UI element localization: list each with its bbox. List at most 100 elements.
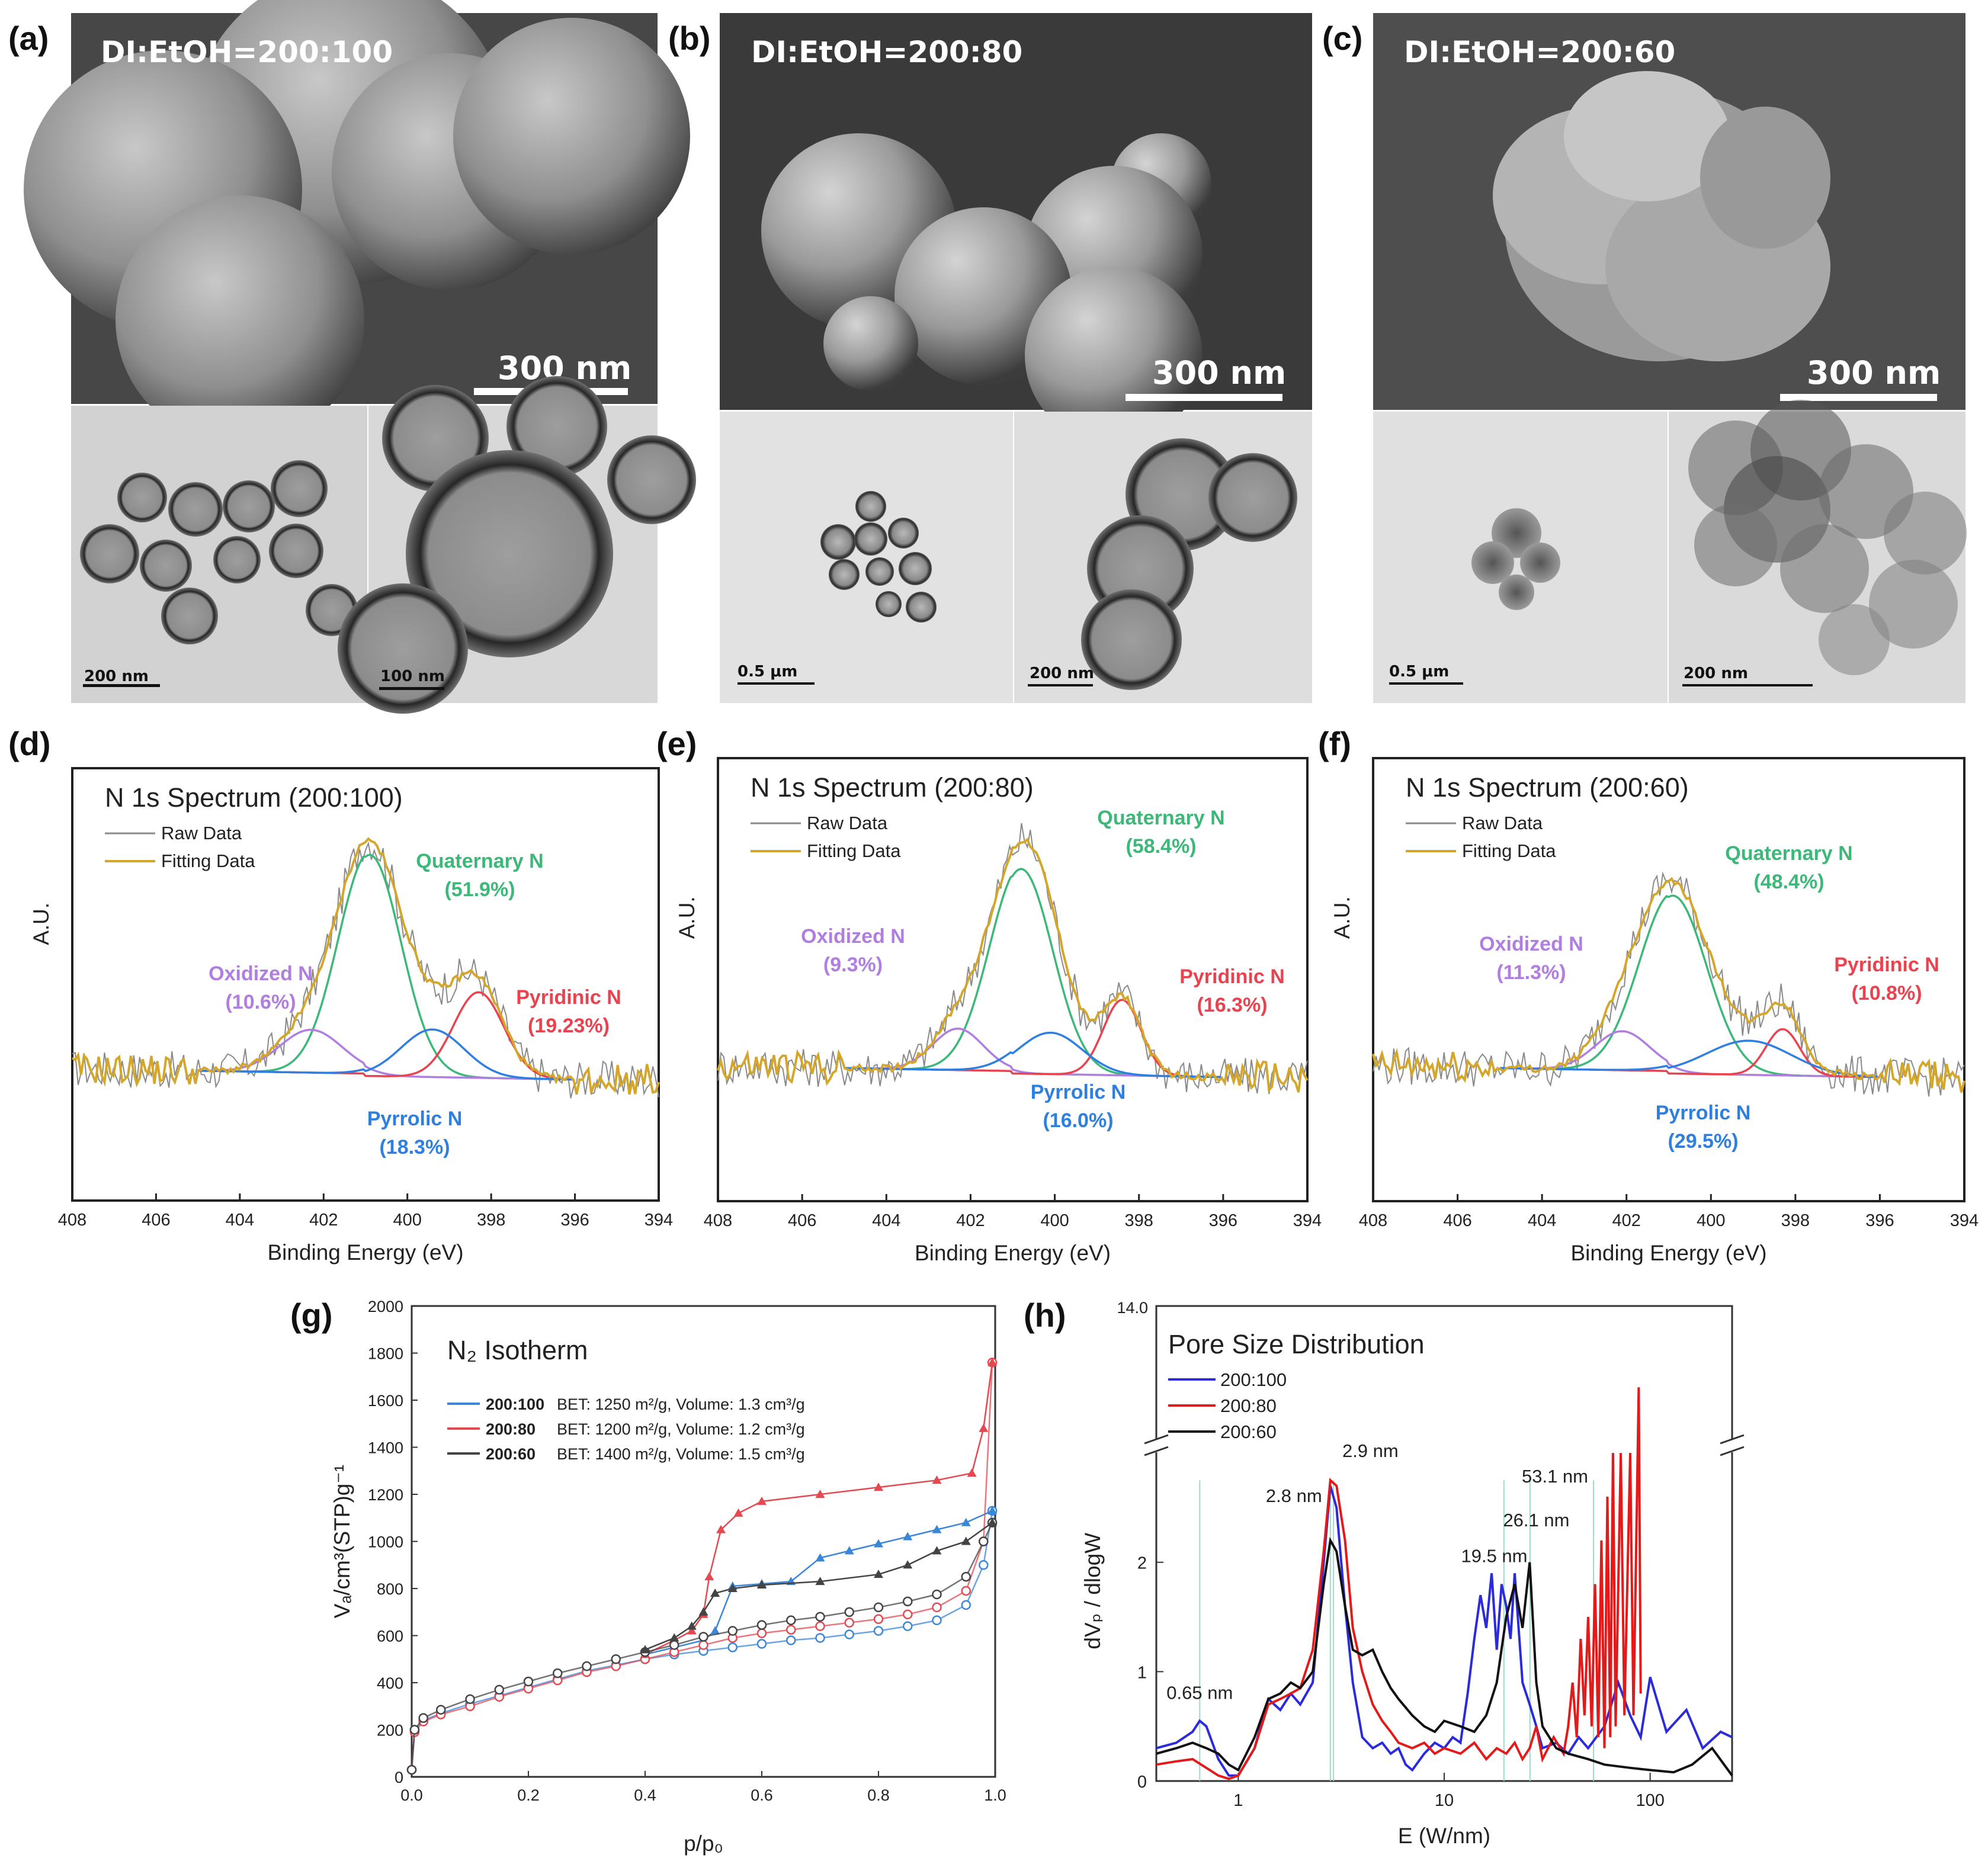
component-r-curve	[198, 1028, 573, 1081]
x-tick-label: 1.0	[984, 1786, 1006, 1804]
x-tick-label: 0.0	[400, 1786, 423, 1804]
adsorption-point	[979, 1560, 989, 1570]
x-tick-label: 0.2	[517, 1786, 540, 1804]
x-tick-label: 408	[1359, 1211, 1387, 1230]
component-percent-label: (10.8%)	[1851, 982, 1922, 1005]
adsorption-point	[669, 1640, 679, 1650]
x-tick-label: 1	[1233, 1791, 1243, 1810]
plot-frame	[717, 757, 1309, 1202]
desorption-point	[669, 1633, 679, 1642]
series-line	[1156, 1485, 1733, 1777]
y-tick-label: 1	[1137, 1663, 1147, 1682]
x-tick-label: 408	[704, 1211, 732, 1230]
legend-label: Fitting Data	[1462, 840, 1556, 861]
component-percent-label: (29.5%)	[1668, 1130, 1738, 1153]
scale-bar	[1682, 684, 1813, 686]
adsorption-line	[411, 1522, 993, 1770]
panel-label-h: (h)	[1024, 1297, 1066, 1334]
adsorption-point	[523, 1676, 534, 1687]
component-name-label: Pyridinic N	[516, 986, 621, 1009]
adsorption-point	[418, 1713, 428, 1723]
tem-particles	[338, 376, 696, 714]
component-name-label: Oxidized N	[801, 925, 905, 948]
x-axis-label: p/p₀	[684, 1831, 723, 1856]
panel-a: (a) DI:EtOH=200:100 300 nm 200 nm 100 nm	[8, 0, 696, 714]
adsorption-point	[815, 1633, 825, 1643]
x-tick-label: 396	[1865, 1211, 1894, 1230]
desorption-point	[710, 1588, 720, 1597]
panel-label-d: (d)	[8, 725, 51, 762]
adsorption-line	[411, 1510, 993, 1770]
desorption-point	[987, 1358, 998, 1366]
desorption-point	[967, 1468, 977, 1477]
adsorption-line	[411, 1362, 993, 1770]
chart-title: N 1s Spectrum (200:100)	[105, 782, 403, 813]
plot-frame	[1372, 757, 1965, 1202]
panel-label-f: (f)	[1318, 725, 1351, 762]
adsorption-point	[409, 1725, 420, 1735]
fitting-data-line	[1372, 877, 1965, 1093]
x-tick-label: 400	[393, 1211, 422, 1230]
desorption-point	[903, 1560, 913, 1569]
legend-label: 200:60	[1220, 1421, 1277, 1442]
y-tick-label: 600	[377, 1628, 403, 1645]
x-tick-label: 396	[1209, 1211, 1237, 1230]
panel-label-a: (a)	[8, 20, 49, 57]
y-tick-label: 14.0	[1117, 1299, 1148, 1317]
x-tick-label: 404	[872, 1211, 900, 1230]
component-name-label: Pyridinic N	[1834, 954, 1939, 976]
desorption-point	[932, 1525, 942, 1533]
adsorption-point	[903, 1621, 913, 1631]
plot-frame	[71, 767, 660, 1202]
adsorption-point	[961, 1586, 971, 1596]
desorption-point	[698, 1607, 708, 1616]
adsorption-point	[465, 1694, 475, 1705]
y-tick-label: 1800	[368, 1345, 403, 1363]
fitting-data-line	[71, 837, 660, 1095]
desorption-point	[815, 1490, 825, 1498]
desorption-point	[961, 1517, 971, 1526]
panel-label-b: (b)	[668, 20, 711, 57]
y-axis-label: A.U.	[1330, 896, 1354, 939]
axis-break-mark	[1720, 1434, 1745, 1445]
desorption-point	[844, 1546, 854, 1555]
x-tick-label: 406	[142, 1211, 170, 1230]
panel-label-e: (e)	[656, 725, 697, 762]
component-name-label: Quaternary N	[1725, 842, 1852, 865]
x-tick-label: 100	[1636, 1791, 1664, 1810]
desorption-point	[733, 1508, 743, 1517]
adsorption-point	[582, 1661, 592, 1671]
adsorption-point	[873, 1614, 884, 1624]
y-tick-label: 800	[377, 1580, 403, 1598]
chart-title: Pore Size Distribution	[1168, 1329, 1425, 1359]
x-axis-label: E (W/nm)	[1398, 1824, 1490, 1848]
x-tick-label: 394	[1293, 1211, 1322, 1230]
adsorption-point	[873, 1602, 884, 1613]
scale-bar	[738, 682, 815, 685]
legend-bet: BET: 1200 m²/g, Volume: 1.2 cm³/g	[557, 1420, 805, 1438]
adsorption-point	[844, 1618, 854, 1628]
legend-label: Raw Data	[807, 813, 888, 833]
sem-sphere	[116, 195, 364, 444]
component-name-label: Pyridinic N	[1179, 965, 1285, 988]
y-tick-label: 1400	[368, 1439, 403, 1457]
series-line	[1156, 1536, 1733, 1776]
y-axis-label: A.U.	[675, 896, 699, 939]
peak-annotation: 53.1 nm	[1522, 1466, 1588, 1487]
plot-frame	[411, 1305, 996, 1778]
adsorption-point	[932, 1602, 942, 1613]
component-q-curve	[844, 868, 1221, 1079]
tem1-scale-label-c: 0.5 μm	[1389, 663, 1449, 681]
desorption-point	[815, 1577, 825, 1586]
desorption-point	[687, 1621, 697, 1630]
desorption-point	[710, 1626, 720, 1635]
component-percent-label: (10.6%)	[225, 991, 296, 1013]
x-tick-label: 402	[309, 1211, 338, 1230]
adsorption-point	[553, 1668, 563, 1679]
fitting-data-line	[717, 837, 1309, 1093]
x-axis-label: Binding Energy (eV)	[1570, 1241, 1766, 1265]
adsorption-point	[844, 1607, 854, 1617]
component-name-label: Oxidized N	[209, 962, 313, 985]
component-percent-label: (48.4%)	[1753, 871, 1824, 893]
adsorption-point	[844, 1629, 854, 1639]
